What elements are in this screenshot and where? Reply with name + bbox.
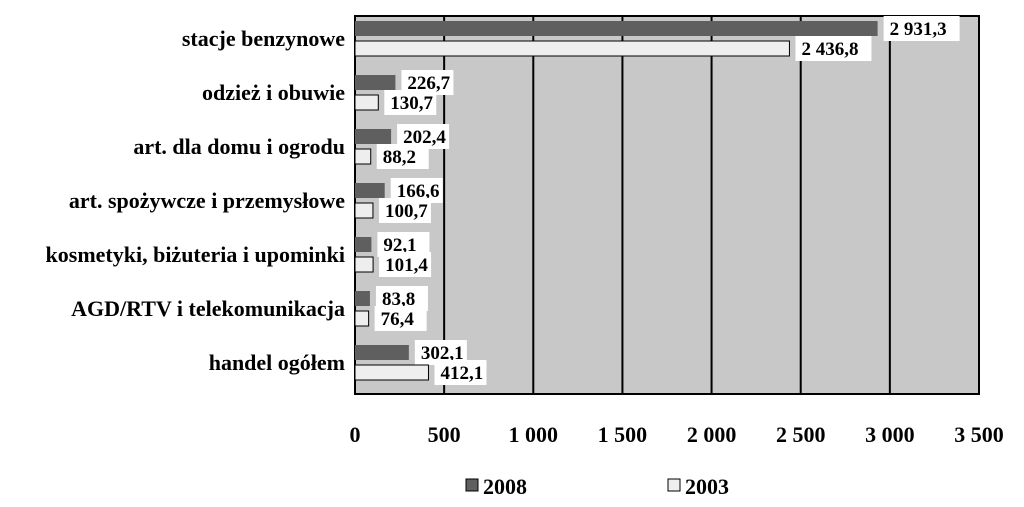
category-label: art. dla domu i ogrodu: [133, 134, 345, 159]
category-label: kosmetyki, biżuteria i upominki: [46, 242, 345, 267]
data-label-box: [376, 144, 429, 169]
plot-area: [354, 15, 980, 395]
data-label-box: [883, 16, 960, 41]
category-label: art. spożywcze i przemysłowe: [69, 188, 345, 213]
bar: [354, 40, 790, 57]
legend-label: 2008: [483, 474, 527, 499]
x-tick-label: 0: [350, 422, 361, 447]
x-tick-label: 500: [428, 422, 461, 447]
data-label: 130,7: [390, 93, 433, 114]
x-tick-label: 1 000: [509, 422, 559, 447]
data-label-box: [384, 90, 437, 115]
x-tick-label: 3 500: [954, 422, 1004, 447]
x-tick-label: 2 000: [687, 422, 737, 447]
bar: [355, 183, 385, 198]
data-label: 83,8: [382, 289, 415, 310]
data-label: 302,1: [421, 343, 464, 364]
x-tick-labels: 0 500 1 000 1 500 2 000 2 500 3 000 3 500: [350, 422, 1004, 447]
bar: [355, 291, 370, 306]
data-label-box: [378, 198, 431, 223]
bar: [355, 237, 372, 252]
category-labels: stacje benzynowe odzież i obuwie art. dla …: [46, 26, 346, 375]
data-label: 412,1: [440, 363, 483, 384]
bar: [354, 202, 374, 219]
x-tick-label: 2 500: [776, 422, 826, 447]
data-label: 76,4: [381, 309, 415, 330]
bar: [355, 129, 392, 144]
data-label: 2 436,8: [801, 39, 858, 60]
data-label-box: [374, 306, 427, 331]
bar: [354, 310, 370, 327]
category-label: odzież i obuwie: [202, 80, 345, 105]
data-label-box: [795, 36, 872, 61]
bar: [355, 21, 878, 36]
data-label: 202,4: [403, 127, 446, 148]
data-label: 92,1: [383, 235, 416, 256]
bar: [354, 364, 429, 381]
bar: [354, 148, 372, 165]
category-label: handel ogółem: [209, 350, 345, 375]
bar: [355, 75, 396, 90]
category-label: stacje benzynowe: [182, 26, 345, 51]
data-label: 101,4: [385, 255, 428, 276]
data-label: 226,7: [407, 73, 450, 94]
x-tick-label: 1 500: [598, 422, 648, 447]
bar: [354, 256, 374, 273]
data-label-box: [379, 252, 432, 277]
legend-label: 2003: [685, 474, 729, 499]
category-label: AGD/RTV i telekomunikacja: [71, 296, 345, 321]
x-tick-label: 3 000: [865, 422, 915, 447]
legend-swatch: [667, 478, 681, 492]
data-label: 166,6: [397, 181, 440, 202]
data-label-box: [434, 360, 487, 385]
bar: [355, 345, 409, 360]
legend-swatch: [465, 478, 479, 492]
bars: 2 931,32 436,8226,7130,7202,488,2166,610…: [354, 16, 960, 385]
data-label: 2 931,3: [890, 19, 947, 40]
data-label: 88,2: [383, 147, 416, 168]
data-label: 100,7: [385, 201, 428, 222]
legend: 2008 2003: [465, 474, 729, 499]
bar: [354, 94, 379, 111]
